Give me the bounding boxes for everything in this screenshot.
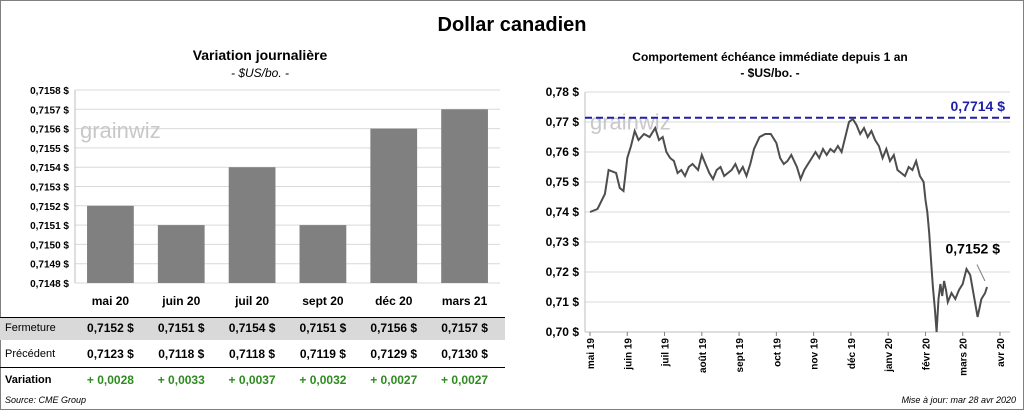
x-tick-label: juin 20	[161, 294, 200, 308]
price-line	[589, 117, 988, 333]
left-bar-chart: 0,7148 $ 0,7149 $ 0,7150 $ 0,7151 $ 0,7152 $…	[30, 86, 500, 308]
x-tick-label: juil 19	[661, 338, 672, 368]
x-tick-label: août 19	[698, 338, 709, 373]
y-tick-label: 0,71 $	[546, 295, 580, 309]
x-tick-label: nov 19	[810, 338, 821, 370]
x-tick-label: sept 20	[302, 294, 344, 308]
x-tick-label: févr 20	[921, 338, 932, 371]
update-note: Mise à jour: mar 28 avr 2020	[901, 395, 1016, 405]
y-tick-label: 0,7148 $	[30, 279, 69, 290]
y-tick-label: 0,77 $	[546, 115, 580, 129]
x-tick-label: sept 19	[735, 338, 746, 373]
fermeture-cell: 0,7156 $	[370, 321, 418, 335]
x-tick-label: mars 21	[442, 294, 488, 308]
x-tick-label: janv 20	[884, 338, 895, 373]
y-tick-label: 0,76 $	[546, 145, 580, 159]
bar	[157, 225, 205, 283]
precedent-cell: 0,7123 $	[87, 347, 134, 361]
reference-label: 0,7714 $	[951, 98, 1006, 114]
bar	[441, 109, 488, 283]
y-tick-label: 0,7156 $	[30, 125, 69, 136]
x-tick-label: oct 19	[772, 338, 783, 367]
precedent-cell: 0,7118 $	[158, 347, 205, 361]
y-tick-label: 0,70 $	[546, 325, 580, 339]
main-title: Dollar canadien	[437, 14, 587, 36]
last-value-leader	[976, 264, 986, 282]
x-tick-label: juil 20	[234, 294, 269, 308]
x-tick-label: déc 19	[847, 338, 858, 370]
bar	[87, 205, 134, 283]
x-tick-label: mai 19	[586, 338, 597, 370]
x-tick-label: mars 20	[959, 338, 970, 376]
right-chart-title: Comportement échéance immédiate depuis 1…	[632, 50, 908, 64]
variation-cell: + 0,0033	[157, 373, 205, 387]
right-line-chart: 0,70 $ 0,71 $ 0,72 $ 0,73 $ 0,74 $ 0,75 $ 0,76…	[546, 85, 1010, 376]
y-tick-label: 0,7158 $	[30, 86, 69, 97]
y-tick-label: 0,7150 $	[30, 240, 69, 251]
y-tick-label: 0,78 $	[546, 85, 580, 99]
table-divider	[0, 367, 505, 368]
fermeture-cell: 0,7154 $	[228, 321, 276, 335]
left-chart-subtitle: - $US/bo. -	[230, 66, 290, 80]
x-tick-label: juin 19	[623, 338, 634, 371]
y-tick-label: 0,7149 $	[30, 260, 69, 271]
y-tick-label: 0,7154 $	[30, 163, 69, 174]
variation-cell: + 0,0032	[299, 373, 347, 387]
x-tick-label: déc 20	[375, 294, 413, 308]
precedent-cell: 0,7118 $	[229, 347, 276, 361]
bar	[370, 128, 418, 283]
variation-label: Variation	[5, 374, 52, 386]
y-tick-label: 0,72 $	[546, 265, 580, 279]
fermeture-row	[0, 317, 505, 340]
fermeture-cell: 0,7151 $	[157, 321, 205, 335]
watermark: grainwiz	[590, 110, 671, 135]
x-tick-label: mai 20	[92, 294, 130, 308]
y-tick-label: 0,7151 $	[30, 221, 69, 232]
precedent-label: Précédent	[5, 348, 56, 360]
watermark: grainwiz	[80, 118, 161, 143]
left-chart-title: Variation journalière	[192, 47, 328, 63]
variation-cell: + 0,0027	[370, 373, 418, 387]
bar	[299, 225, 347, 283]
y-tick-label: 0,75 $	[546, 175, 580, 189]
bar	[228, 167, 276, 283]
source-note: Source: CME Group	[5, 395, 87, 405]
fermeture-cell: 0,7152 $	[87, 321, 134, 335]
fermeture-cell: 0,7157 $	[441, 321, 488, 335]
x-tick-label: avr 20	[996, 338, 1007, 367]
precedent-cell: 0,7129 $	[370, 347, 418, 361]
last-value-label: 0,7152 $	[946, 240, 1001, 256]
y-tick-label: 0,74 $	[546, 205, 580, 219]
variation-cell: + 0,0028	[86, 373, 134, 387]
variation-cell: + 0,0027	[441, 373, 489, 387]
y-tick-label: 0,7153 $	[30, 183, 69, 194]
y-tick-label: 0,7157 $	[30, 105, 69, 116]
fermeture-cell: 0,7151 $	[299, 321, 347, 335]
y-tick-label: 0,7152 $	[30, 202, 69, 213]
y-tick-label: 0,7155 $	[30, 144, 69, 155]
precedent-cell: 0,7119 $	[299, 347, 346, 361]
fermeture-label: Fermeture	[5, 322, 56, 334]
right-chart-subtitle: - $US/bo. -	[740, 66, 800, 80]
y-tick-label: 0,73 $	[546, 235, 580, 249]
precedent-cell: 0,7130 $	[441, 347, 488, 361]
variation-cell: + 0,0037	[228, 373, 276, 387]
